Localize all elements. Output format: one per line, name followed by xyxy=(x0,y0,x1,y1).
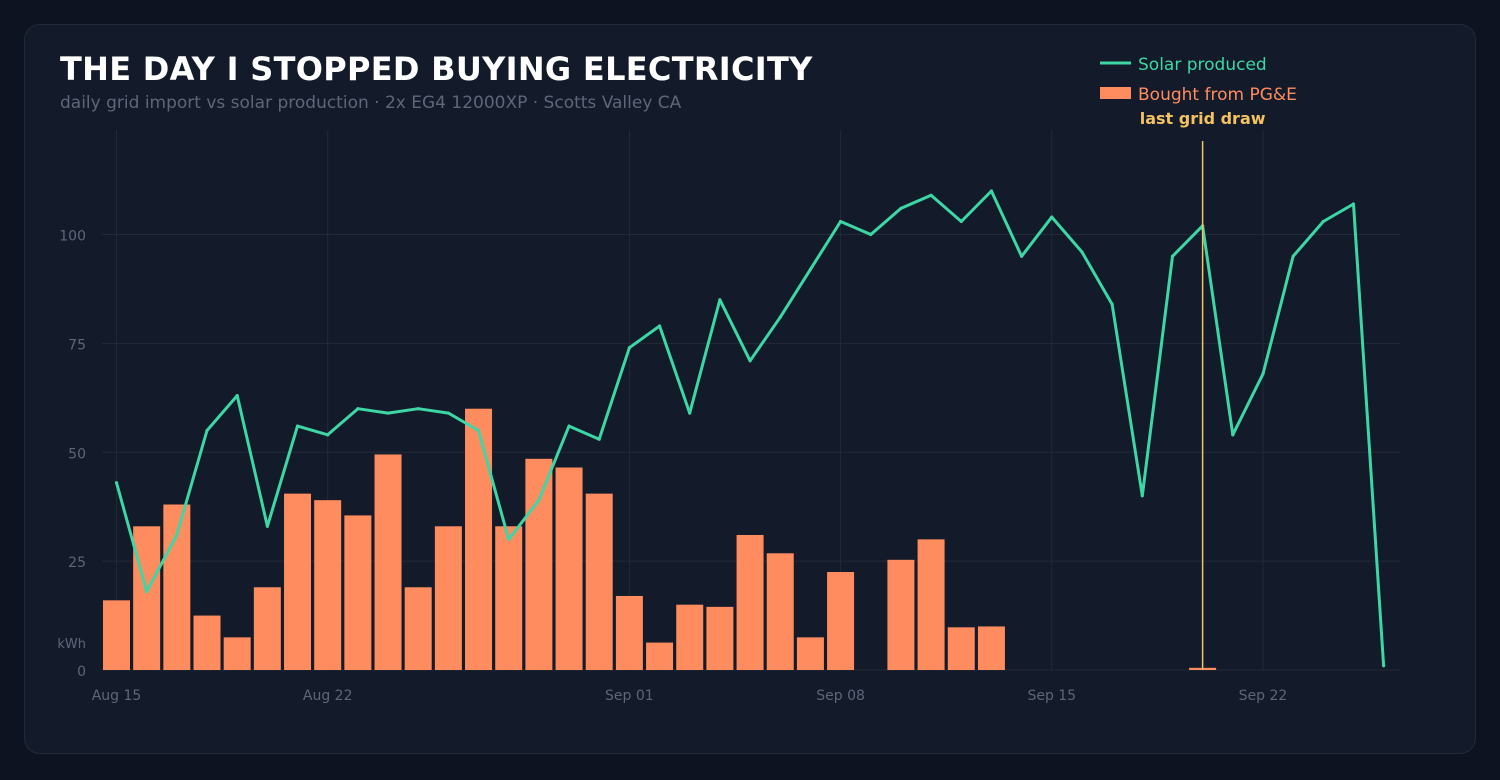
solar-point xyxy=(597,437,601,441)
legend-import-swatch xyxy=(1100,87,1131,99)
solar-point xyxy=(356,407,360,411)
solar-point xyxy=(627,346,631,350)
solar-point xyxy=(205,428,209,433)
solar-point xyxy=(326,433,330,437)
bar xyxy=(827,572,855,670)
solar-point xyxy=(929,193,933,197)
solar-point xyxy=(959,219,963,224)
solar-point xyxy=(718,298,722,302)
solar-point xyxy=(265,524,269,528)
solar-point xyxy=(869,232,873,237)
solar-point xyxy=(1351,202,1356,206)
solar-point xyxy=(1140,494,1144,498)
legend-import-label: Bought from PG&E xyxy=(1138,85,1297,105)
bar xyxy=(434,526,462,670)
solar-point xyxy=(295,424,300,428)
solar-point xyxy=(446,411,450,415)
bar xyxy=(495,526,523,670)
solar-point xyxy=(114,481,119,485)
solar-point xyxy=(778,315,782,319)
bar xyxy=(374,454,402,670)
bar xyxy=(525,458,553,670)
bar xyxy=(103,600,130,670)
solar-point xyxy=(1291,254,1295,258)
solar-point xyxy=(145,590,149,594)
bar xyxy=(706,606,734,670)
bar xyxy=(887,559,915,670)
solar-point xyxy=(1050,215,1054,219)
y-tick-label: 75 xyxy=(68,337,86,353)
x-tick-label: Sep 01 xyxy=(605,688,654,704)
grid-import-bars xyxy=(103,408,1217,670)
solar-point xyxy=(537,498,541,502)
solar-point xyxy=(1020,254,1024,258)
solar-point xyxy=(1110,302,1114,306)
solar-point xyxy=(748,359,752,363)
y-axis-label: kWh xyxy=(57,637,86,652)
page-title: THE DAY I STOPPED BUYING ELECTRICITY xyxy=(60,50,813,88)
gridlines xyxy=(102,130,1400,671)
x-tick-label: Aug 15 xyxy=(92,688,142,704)
solar-point xyxy=(989,189,994,193)
bar xyxy=(766,553,794,670)
solar-point xyxy=(1080,250,1084,254)
x-tick-label: Sep 22 xyxy=(1239,688,1288,704)
solar-point xyxy=(899,206,903,210)
solar-point xyxy=(808,267,813,271)
solar-point xyxy=(1321,219,1325,224)
x-tick-label: Aug 22 xyxy=(303,688,353,704)
solar-points xyxy=(114,189,1386,668)
bar xyxy=(646,642,674,670)
y-tick-label: 100 xyxy=(59,229,86,245)
x-tick-label: Sep 15 xyxy=(1027,688,1076,704)
solar-point xyxy=(175,533,179,537)
annotation-label: last grid draw xyxy=(1140,109,1266,128)
y-tick-label: 0 xyxy=(77,664,86,680)
bar xyxy=(314,500,342,670)
bar xyxy=(555,467,583,670)
solar-point xyxy=(567,424,571,428)
y-tick-label: 50 xyxy=(68,446,86,462)
bar xyxy=(917,539,945,670)
bar xyxy=(163,504,191,670)
bar xyxy=(284,493,312,670)
y-tick-label: 25 xyxy=(68,555,86,571)
bar xyxy=(947,627,975,670)
bar xyxy=(133,526,161,670)
solar-point xyxy=(838,219,843,224)
solar-point xyxy=(416,407,420,411)
bar xyxy=(585,493,613,670)
solar-point xyxy=(507,537,511,541)
solar-point xyxy=(1382,664,1386,668)
bar xyxy=(796,637,824,670)
solar-point xyxy=(386,411,390,415)
bar xyxy=(615,595,643,670)
bar xyxy=(223,637,251,670)
solar-point xyxy=(476,428,481,433)
bar xyxy=(344,515,372,670)
bar xyxy=(253,587,281,670)
bar xyxy=(404,587,432,670)
x-tick-label: Sep 08 xyxy=(816,688,865,704)
solar-point xyxy=(1231,433,1235,437)
solar-point xyxy=(688,411,692,415)
solar-point xyxy=(235,394,239,398)
solar-point xyxy=(1170,254,1175,258)
legend-solar-label: Solar produced xyxy=(1138,55,1267,75)
page-subtitle: daily grid import vs solar production · … xyxy=(60,93,682,113)
bar xyxy=(465,408,493,670)
bar xyxy=(977,626,1005,670)
bar xyxy=(676,604,704,670)
bar xyxy=(193,615,221,670)
solar-point xyxy=(657,324,662,328)
solar-point xyxy=(1261,372,1265,376)
bar xyxy=(736,535,764,670)
legend: Solar produced Bought from PG&E xyxy=(1100,55,1297,105)
